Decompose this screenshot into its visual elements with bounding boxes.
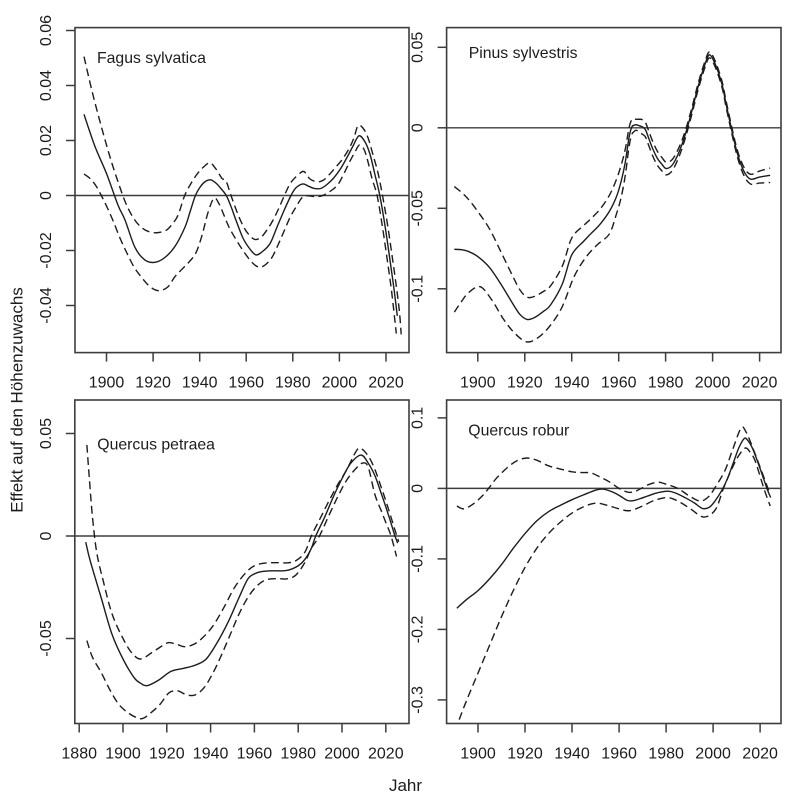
svg-text:-0.05: -0.05 bbox=[410, 190, 427, 227]
svg-text:1900: 1900 bbox=[460, 746, 496, 763]
svg-text:1980: 1980 bbox=[280, 746, 316, 763]
svg-text:1900: 1900 bbox=[460, 375, 496, 392]
svg-text:0: 0 bbox=[410, 484, 427, 493]
svg-text:-0.1: -0.1 bbox=[410, 545, 427, 573]
svg-text:1940: 1940 bbox=[193, 746, 229, 763]
svg-text:1960: 1960 bbox=[228, 375, 264, 392]
svg-text:Pinus sylvestris: Pinus sylvestris bbox=[469, 45, 578, 62]
svg-text:1900: 1900 bbox=[105, 746, 141, 763]
svg-text:-0.02: -0.02 bbox=[38, 232, 55, 269]
svg-text:1880: 1880 bbox=[61, 746, 97, 763]
svg-text:Fagus sylvatica: Fagus sylvatica bbox=[97, 50, 206, 67]
svg-text:-0.04: -0.04 bbox=[38, 287, 55, 324]
svg-text:1920: 1920 bbox=[149, 746, 185, 763]
svg-text:2020: 2020 bbox=[368, 746, 404, 763]
svg-text:2000: 2000 bbox=[695, 746, 731, 763]
svg-text:1980: 1980 bbox=[648, 375, 684, 392]
svg-text:2020: 2020 bbox=[368, 375, 404, 392]
svg-text:0.1: 0.1 bbox=[410, 407, 427, 429]
svg-text:Jahr: Jahr bbox=[389, 776, 422, 795]
svg-text:1980: 1980 bbox=[275, 375, 311, 392]
svg-text:1940: 1940 bbox=[182, 375, 218, 392]
svg-text:-0.2: -0.2 bbox=[410, 616, 427, 644]
svg-text:Effekt auf den Höhenzuwachs: Effekt auf den Höhenzuwachs bbox=[8, 287, 27, 513]
svg-text:1920: 1920 bbox=[507, 746, 543, 763]
svg-text:2000: 2000 bbox=[324, 746, 360, 763]
svg-text:2020: 2020 bbox=[742, 375, 778, 392]
svg-text:2000: 2000 bbox=[322, 375, 358, 392]
svg-text:2000: 2000 bbox=[695, 375, 731, 392]
svg-text:Quercus robur: Quercus robur bbox=[468, 423, 569, 440]
svg-text:1960: 1960 bbox=[237, 746, 273, 763]
svg-text:-0.1: -0.1 bbox=[410, 275, 427, 303]
svg-text:1960: 1960 bbox=[601, 746, 637, 763]
svg-text:1940: 1940 bbox=[554, 746, 590, 763]
svg-text:1920: 1920 bbox=[135, 375, 171, 392]
svg-text:0.05: 0.05 bbox=[410, 32, 427, 63]
svg-text:0: 0 bbox=[410, 123, 427, 132]
svg-text:1960: 1960 bbox=[601, 375, 637, 392]
svg-text:1940: 1940 bbox=[554, 375, 590, 392]
svg-text:0.05: 0.05 bbox=[38, 418, 55, 449]
svg-text:Quercus petraea: Quercus petraea bbox=[97, 436, 215, 453]
svg-text:0.02: 0.02 bbox=[38, 125, 55, 156]
svg-text:1900: 1900 bbox=[89, 375, 125, 392]
svg-text:0.06: 0.06 bbox=[38, 15, 55, 46]
svg-text:1980: 1980 bbox=[648, 746, 684, 763]
svg-text:2020: 2020 bbox=[742, 746, 778, 763]
svg-text:0.04: 0.04 bbox=[38, 70, 55, 101]
svg-text:-0.3: -0.3 bbox=[410, 686, 427, 714]
svg-text:0: 0 bbox=[38, 531, 55, 540]
svg-text:0: 0 bbox=[38, 191, 55, 200]
svg-text:1920: 1920 bbox=[507, 375, 543, 392]
svg-text:-0.05: -0.05 bbox=[38, 620, 55, 657]
